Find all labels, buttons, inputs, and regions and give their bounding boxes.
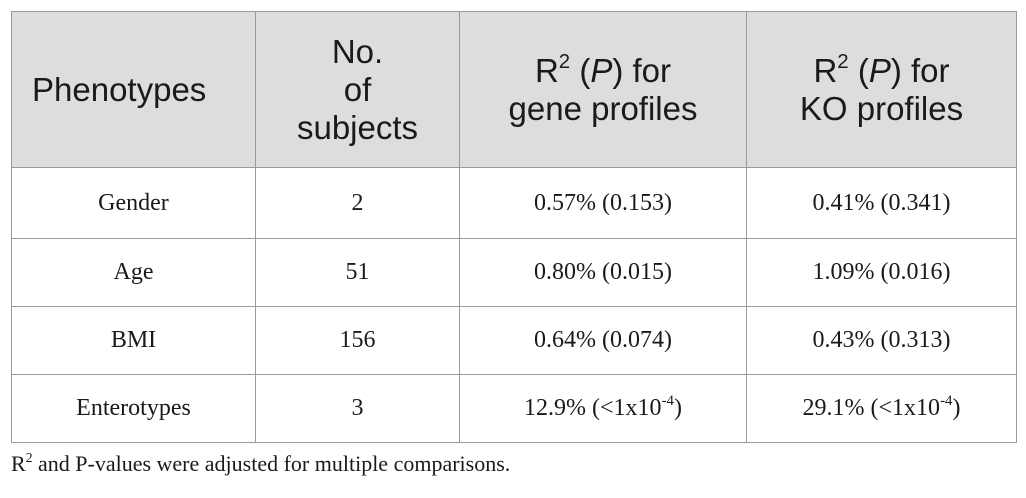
table-row: Gender 2 0.57% (0.153) 0.41% (0.341) — [11, 167, 1017, 239]
cell-subjects: 51 — [255, 238, 460, 307]
header-ko-p: P — [868, 51, 891, 89]
header-gene-p-open: ( — [570, 51, 591, 89]
header-gene-r: R — [534, 51, 559, 89]
cell-phenotype: Gender — [11, 167, 256, 239]
header-ko-line1: R2 (P) for — [747, 52, 1016, 90]
cell-ko-r2: 1.09% (0.016) — [746, 238, 1017, 307]
cell-ko-r2: 0.43% (0.313) — [746, 306, 1017, 375]
cell-gene-r2: 0.80% (0.015) — [459, 238, 747, 307]
header-gene-p-close: ) for — [612, 51, 672, 89]
header-gene-profiles: R2 (P) for gene profiles — [459, 11, 747, 168]
table-row: Enterotypes 3 12.9% (<1x10-4) 29.1% (<1x… — [11, 374, 1017, 443]
cell-gene-r2: 12.9% (<1x10-4) — [459, 374, 747, 443]
table-row: Age 51 0.80% (0.015) 1.09% (0.016) — [11, 238, 1017, 307]
results-table: Phenotypes No. of subjects R2 (P) for ge… — [11, 11, 1017, 443]
cell-subjects: 2 — [255, 167, 460, 239]
cell-gene-prefix: 12.9% (<1x10 — [524, 395, 662, 421]
header-gene-sup: 2 — [558, 50, 571, 74]
header-ko-p-open: ( — [848, 51, 869, 89]
cell-phenotype: BMI — [11, 306, 256, 375]
header-ko-r: R — [813, 51, 838, 89]
header-no-of-subjects: No. of subjects — [255, 11, 460, 168]
cell-ko-suffix: ) — [952, 395, 961, 421]
cell-ko-r2: 29.1% (<1x10-4) — [746, 374, 1017, 443]
header-ko-profiles: R2 (P) for KO profiles — [746, 11, 1017, 168]
header-subjects-line2: of — [343, 70, 372, 108]
cell-gene-r2: 0.64% (0.074) — [459, 306, 747, 375]
header-subjects-line1: No. — [331, 32, 384, 70]
table-header-row: Phenotypes No. of subjects R2 (P) for ge… — [11, 11, 1017, 168]
cell-ko-sup: -4 — [940, 393, 953, 410]
table-row: BMI 156 0.64% (0.074) 0.43% (0.313) — [11, 306, 1017, 375]
cell-ko-r2: 0.41% (0.341) — [746, 167, 1017, 239]
cell-phenotype: Enterotypes — [11, 374, 256, 443]
header-ko-sup: 2 — [837, 50, 849, 74]
data-table-container: Phenotypes No. of subjects R2 (P) for ge… — [11, 11, 1017, 443]
footnote-sup: 2 — [25, 450, 33, 465]
cell-gene-r2: 0.57% (0.153) — [459, 167, 747, 239]
cell-phenotype: Age — [11, 238, 256, 307]
cell-gene-suffix: ) — [673, 395, 682, 421]
footnote-text: and P-values were adjusted for multiple … — [32, 451, 511, 476]
header-ko-p-close: ) for — [890, 51, 950, 89]
header-ko-line2: KO profiles — [799, 89, 964, 127]
header-gene-line1: R2 (P) for — [460, 52, 746, 90]
header-gene-p: P — [590, 51, 613, 89]
cell-ko-prefix: 29.1% (<1x10 — [802, 395, 941, 421]
cell-subjects: 156 — [255, 306, 460, 375]
cell-subjects: 3 — [255, 374, 460, 443]
header-phenotypes: Phenotypes — [11, 11, 256, 168]
header-gene-line2: gene profiles — [508, 89, 698, 127]
table-footnote: R2 and P-values were adjusted for multip… — [11, 451, 510, 477]
header-subjects-line3: subjects — [296, 108, 419, 146]
cell-gene-sup: -4 — [661, 393, 674, 410]
footnote-r: R — [11, 451, 26, 476]
